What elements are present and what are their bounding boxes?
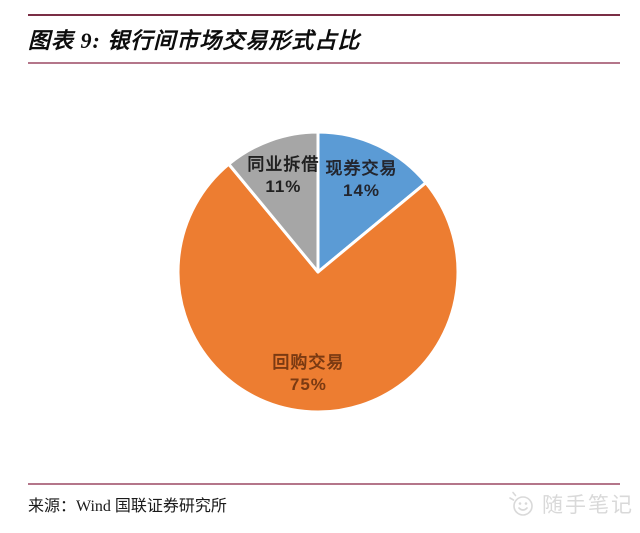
pie-label-value: 75% — [289, 374, 327, 394]
pie-label-value: 14% — [342, 180, 381, 200]
figure-title: 图表 9: 银行间市场交易形式占比 — [28, 28, 361, 53]
pie-svg — [176, 130, 460, 414]
title-rule-top — [28, 14, 620, 16]
footer-rule — [28, 483, 620, 485]
title-rule-bottom — [28, 62, 620, 64]
pie-label-text: 同业拆借 — [247, 154, 320, 174]
smiley-face-icon — [509, 491, 533, 516]
pie-slice-1 — [176, 162, 460, 414]
pie-slice-0 — [316, 130, 428, 274]
watermark-text: 随手笔记 — [542, 494, 634, 517]
pie-label-value: 11% — [265, 176, 302, 196]
source-text: 来源：Wind 国联证券研究所 — [28, 498, 227, 515]
pie-label-text: 现券交易 — [325, 158, 398, 178]
pie-slice-2 — [227, 130, 320, 274]
pie-label-0: 现券交易 14% — [326, 157, 398, 201]
pie-chart: 现券交易 14% 回购交易 75% 同业拆借 11% — [176, 130, 460, 414]
pie-label-1: 回购交易 75% — [272, 352, 344, 396]
watermark: 随手笔记 — [507, 489, 634, 519]
pie-label-2: 同业拆借 11% — [247, 154, 319, 198]
pie-label-text: 回购交易 — [272, 352, 345, 372]
